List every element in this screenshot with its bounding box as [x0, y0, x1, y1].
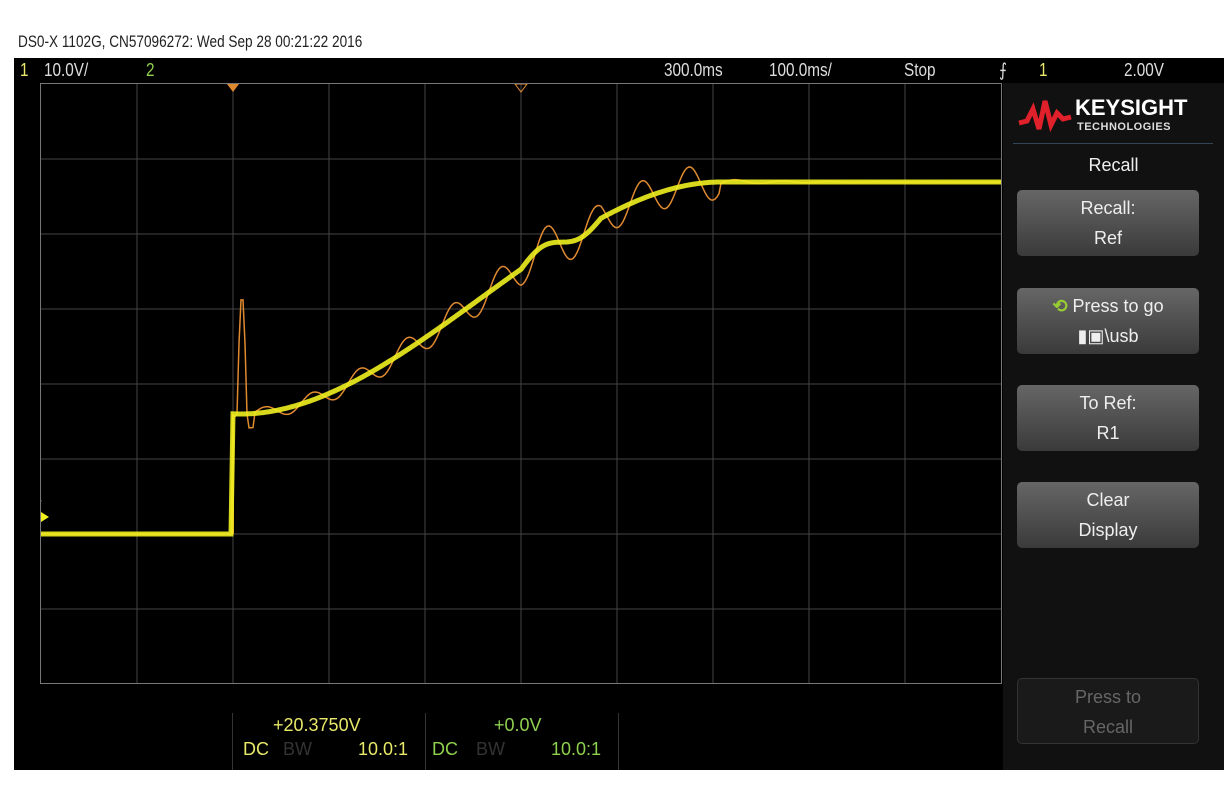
waveform-svg: T — [35, 83, 1002, 683]
press-to-recall-button[interactable]: Press to Recall — [1017, 678, 1199, 744]
btn-line1: Press to go — [1072, 296, 1164, 316]
btn-line1: Press to — [1074, 687, 1142, 707]
horizontal-delay[interactable]: 300.0ms — [664, 60, 723, 80]
clear-display-button[interactable]: Clear Display — [1017, 482, 1199, 548]
ch1-probe: 10.0:1 — [358, 739, 409, 759]
trigger-source[interactable]: 1 — [1039, 60, 1048, 80]
ch2-bw-limit: BW — [476, 739, 505, 759]
oscilloscope-screen: 1 10.0V/ 2 300.0ms 100.0ms/ Stop ⨍ 1 2.0… — [14, 58, 1224, 770]
ch1-bw-limit: BW — [283, 739, 312, 759]
btn-line2: R1 — [1096, 423, 1120, 443]
to-ref-r1-button[interactable]: To Ref: R1 — [1017, 385, 1199, 451]
trigger-position-marker — [227, 84, 239, 92]
channel-info-bar: +20.3750V DC BW 10.0:1 +0.0V DC BW 10.0:… — [14, 683, 1003, 770]
btn-line2: \usb — [1104, 326, 1139, 346]
btn-line1: Clear — [1086, 490, 1130, 510]
btn-line2: Ref — [1093, 228, 1122, 248]
brand-name: KEYSIGHT — [1075, 95, 1188, 120]
ch1-info[interactable]: +20.3750V DC BW 10.0:1 — [232, 713, 425, 770]
waveform-display[interactable]: T — [35, 83, 1002, 684]
trace-channel-1 — [41, 179, 1001, 537]
delay-marker — [514, 83, 528, 93]
window-title: DS0-X 1102G, CN57096272: Wed Sep 28 00:2… — [18, 32, 363, 51]
trigger-level[interactable]: 2.00V — [1124, 60, 1164, 80]
refresh-icon: ⟲ — [1052, 296, 1068, 316]
ch2-offset: +0.0V — [494, 715, 542, 735]
softkey-panel: KEYSIGHT TECHNOLOGIES Recall Recall: Ref … — [1003, 83, 1224, 770]
ch2-label[interactable]: 2 — [146, 60, 155, 80]
btn-line1: To Ref: — [1079, 393, 1137, 413]
ch2-info[interactable]: +0.0V DC BW 10.0:1 — [425, 713, 619, 770]
keysight-wave-icon — [1018, 100, 1072, 133]
btn-line1: Recall: — [1080, 198, 1136, 218]
ch1-ground-marker — [41, 512, 49, 522]
run-state[interactable]: Stop — [904, 60, 936, 80]
btn-line2: Recall — [1082, 717, 1134, 737]
ch2-coupling: DC — [432, 739, 458, 759]
divider — [1013, 143, 1213, 144]
rising-edge-icon: ⨍ — [999, 60, 1007, 80]
timebase[interactable]: 100.0ms/ — [769, 60, 832, 80]
brand-sub: TECHNOLOGIES — [1077, 121, 1172, 133]
trigger-level-marker: T — [41, 499, 42, 511]
ch1-label[interactable]: 1 — [20, 60, 29, 80]
ch1-coupling: DC — [243, 739, 269, 759]
btn-line2: Display — [1078, 520, 1138, 540]
usb-drive-icon: ▮▣ — [1077, 326, 1105, 346]
recall-ref-button[interactable]: Recall: Ref — [1017, 190, 1199, 256]
menu-title: Recall — [1088, 155, 1139, 175]
ch2-probe: 10.0:1 — [551, 739, 602, 759]
press-to-go-usb-button[interactable]: ⟲ Press to go ▮▣\usb — [1017, 288, 1199, 354]
keysight-logo: KEYSIGHT TECHNOLOGIES — [1017, 93, 1217, 137]
ch1-offset: +20.3750V — [273, 715, 361, 735]
ch1-scale[interactable]: 10.0V/ — [44, 60, 89, 80]
